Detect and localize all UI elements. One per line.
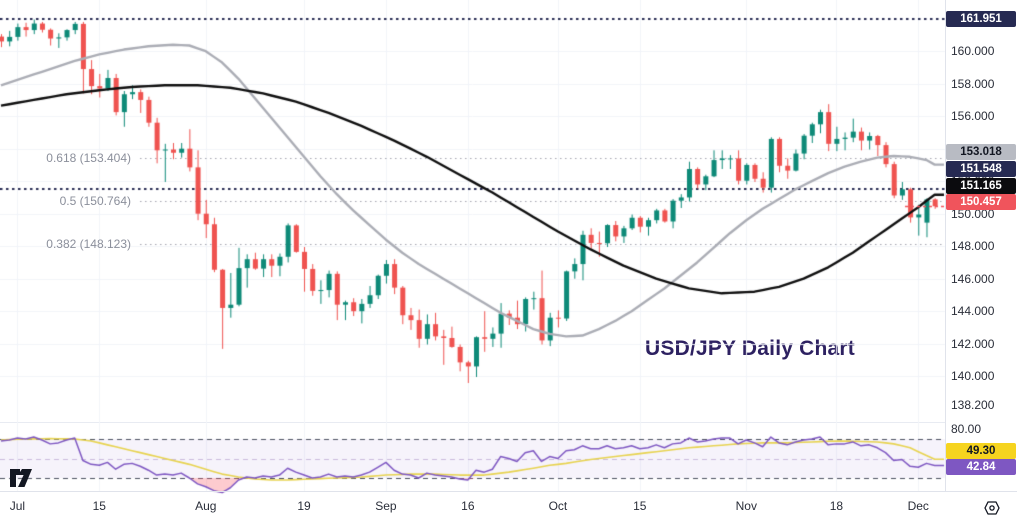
time-axis-label: Oct bbox=[548, 499, 568, 513]
price-axis-label: 146.000 bbox=[951, 271, 995, 286]
time-axis-label: 18 bbox=[829, 499, 844, 513]
time-axis-label: Sep bbox=[375, 499, 397, 513]
tradingview-logo[interactable] bbox=[9, 467, 37, 489]
axis-price-badge: 151.548 bbox=[946, 161, 1016, 177]
axis-price-badge: 153.018 bbox=[946, 144, 1016, 160]
price-axis-label: 144.000 bbox=[951, 304, 995, 319]
price-axis-label: 160.000 bbox=[951, 44, 995, 59]
settings-hexagon-icon[interactable] bbox=[982, 498, 1002, 518]
axis-price-badge: 161.951 bbox=[946, 11, 1016, 27]
fib-level-0618-label: 0.618 (153.404) bbox=[46, 151, 131, 165]
price-axis-label: 158.000 bbox=[951, 76, 995, 91]
time-axis-label: Dec bbox=[907, 499, 929, 513]
price-axis-label: 142.000 bbox=[951, 336, 995, 351]
time-axis-border bbox=[0, 491, 1017, 492]
time-axis-label: Jul bbox=[9, 499, 26, 513]
price-axis-label: 156.000 bbox=[951, 109, 995, 124]
price-axis-border bbox=[945, 0, 946, 491]
axis-price-badge: 42.84 bbox=[946, 458, 1016, 475]
time-axis-label: Nov bbox=[735, 499, 757, 513]
time-axis-label: 16 bbox=[461, 499, 475, 513]
fib-level-0382-label: 0.382 (148.123) bbox=[46, 237, 131, 251]
price-axis-label: 138.200 bbox=[951, 398, 995, 413]
price-axis-label: 140.000 bbox=[951, 369, 995, 384]
price-axis-label: 150.000 bbox=[951, 206, 995, 221]
time-axis-label: 15 bbox=[633, 499, 647, 513]
time-axis-label: 15 bbox=[92, 499, 106, 513]
rsi-axis-label: 80.00 bbox=[951, 422, 982, 436]
price-axis-label: 148.000 bbox=[951, 239, 995, 254]
axis-price-badge: 151.165 bbox=[946, 177, 1016, 194]
axis-price-badge: 150.457 bbox=[946, 194, 1016, 210]
axis-price-badge: 49.30 bbox=[946, 443, 1016, 459]
time-axis-label: Aug bbox=[195, 499, 217, 513]
time-axis-label: 19 bbox=[297, 499, 311, 513]
fib-level-05-label: 0.5 (150.764) bbox=[59, 194, 131, 208]
